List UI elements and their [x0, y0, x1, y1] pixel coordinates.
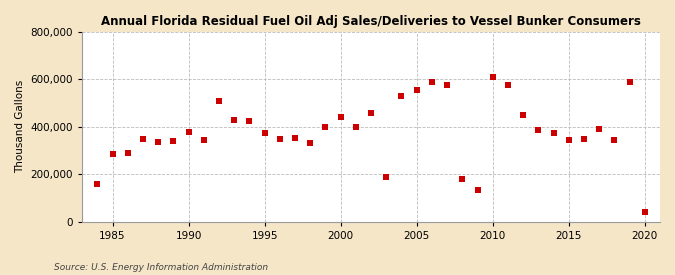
Point — [624, 79, 635, 84]
Point — [639, 210, 650, 214]
Point — [198, 138, 209, 142]
Point — [594, 127, 605, 131]
Point — [350, 125, 361, 129]
Point — [533, 128, 544, 133]
Point — [183, 129, 194, 134]
Point — [366, 110, 377, 115]
Point — [168, 139, 179, 143]
Point — [411, 88, 422, 92]
Point — [457, 177, 468, 181]
Point — [518, 113, 529, 117]
Point — [229, 117, 240, 122]
Point — [609, 138, 620, 142]
Point — [122, 151, 133, 155]
Point — [244, 119, 254, 123]
Point — [213, 98, 224, 103]
Point — [472, 188, 483, 192]
Point — [548, 131, 559, 135]
Y-axis label: Thousand Gallons: Thousand Gallons — [15, 80, 25, 174]
Point — [305, 141, 316, 146]
Point — [153, 140, 163, 144]
Point — [107, 152, 118, 156]
Point — [396, 94, 407, 98]
Point — [578, 136, 589, 141]
Point — [290, 135, 300, 140]
Point — [502, 83, 513, 87]
Point — [335, 115, 346, 120]
Point — [487, 75, 498, 79]
Point — [259, 131, 270, 135]
Point — [441, 83, 452, 87]
Point — [320, 125, 331, 129]
Point — [427, 79, 437, 84]
Text: Source: U.S. Energy Information Administration: Source: U.S. Energy Information Administ… — [54, 263, 268, 272]
Point — [275, 136, 286, 141]
Point — [564, 138, 574, 142]
Title: Annual Florida Residual Fuel Oil Adj Sales/Deliveries to Vessel Bunker Consumers: Annual Florida Residual Fuel Oil Adj Sal… — [101, 15, 641, 28]
Point — [92, 182, 103, 186]
Point — [381, 174, 392, 179]
Point — [138, 136, 148, 141]
